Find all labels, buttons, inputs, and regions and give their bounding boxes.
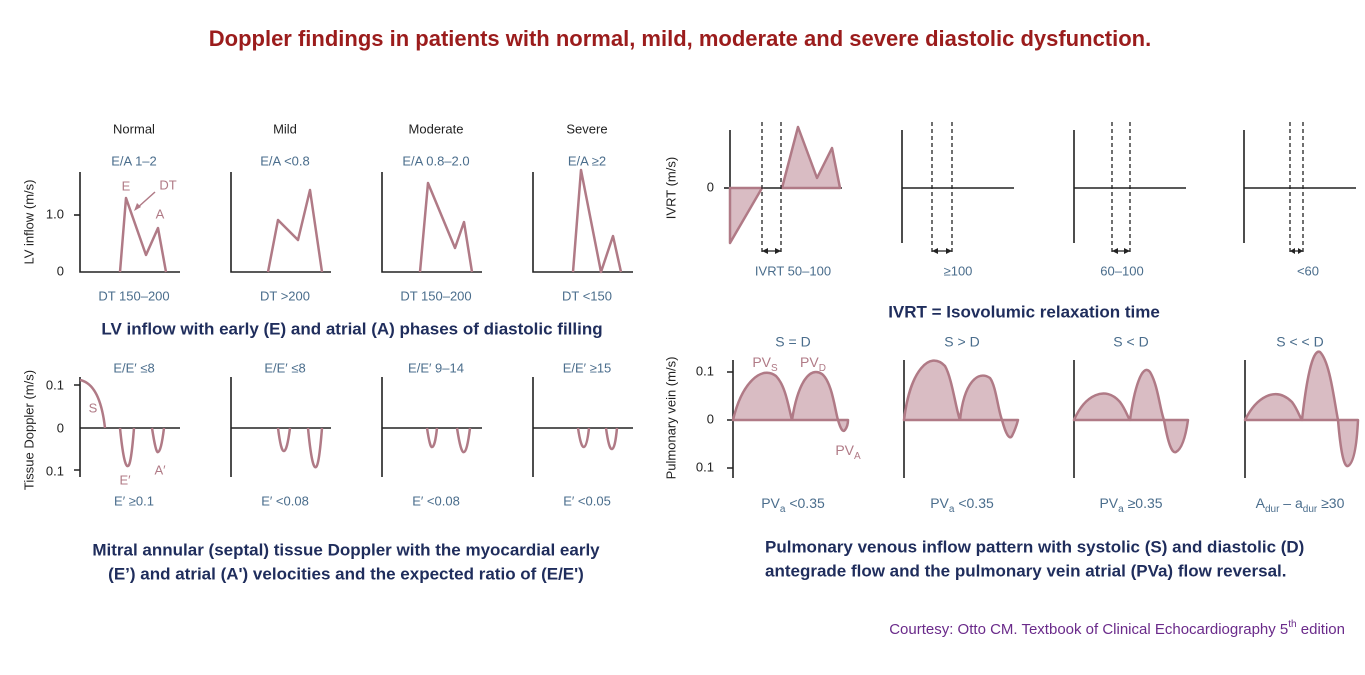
dt-label: DT 150–200 xyxy=(98,288,169,303)
y-axis-label: Pulmonary vein (m/s) xyxy=(663,357,678,480)
ratio-label: E/A 1–2 xyxy=(111,153,157,168)
pv-value-label-part: A xyxy=(1256,495,1266,511)
courtesy: Courtesy: Otto CM. Textbook of Clinical … xyxy=(889,619,1345,638)
pv-value-label-part: dur xyxy=(1303,504,1318,515)
pv-value-label: PVa ≥0.35 xyxy=(1099,495,1162,515)
y-tick-label: 1.0 xyxy=(46,206,64,221)
dt-label: DT 150–200 xyxy=(400,288,471,303)
pv-value-label-part: <0.35 xyxy=(785,495,825,511)
pv-value-label-part: <0.35 xyxy=(954,495,994,511)
velocity-label: E′ <0.08 xyxy=(412,493,460,508)
wave-label-part: PV xyxy=(752,354,771,370)
column-header: Mild xyxy=(273,121,297,136)
dt-label: DT >200 xyxy=(260,288,310,303)
pattern-header: S = D xyxy=(775,334,810,350)
ivrt-label: <60 xyxy=(1297,263,1319,278)
column-header: Severe xyxy=(566,121,607,136)
wave-label: A xyxy=(156,206,165,221)
y-tick-label: 0 xyxy=(707,411,714,426)
caption: Pulmonary venous inflow pattern with sys… xyxy=(765,537,1304,556)
pv-value-label: PVa <0.35 xyxy=(761,495,825,515)
y-tick-label: 0.1 xyxy=(696,459,714,474)
y-tick-label: 0 xyxy=(57,420,64,435)
pv-value-label-part: dur xyxy=(1265,504,1280,515)
wave-label: PVS xyxy=(752,354,778,374)
velocity-label: E′ ≥0.1 xyxy=(114,493,154,508)
velocity-label: E′ <0.08 xyxy=(261,493,309,508)
pv-value-label-part: PV xyxy=(930,495,949,511)
velocity-label: E′ <0.05 xyxy=(563,493,611,508)
pv-value-label-part: PV xyxy=(761,495,780,511)
pv-value-label-part: a xyxy=(949,504,955,515)
pulmonary-vein-graphics xyxy=(727,350,1360,478)
y-axis-label: IVRT (m/s) xyxy=(663,157,678,219)
wave-label-part: PV xyxy=(800,354,819,370)
y-tick-label: 0.1 xyxy=(46,463,64,478)
y-axis-label: Tissue Doppler (m/s) xyxy=(21,370,36,490)
pv-value-label-part: a xyxy=(780,504,786,515)
pattern-header: S < < D xyxy=(1276,334,1323,350)
y-tick-label: 0.1 xyxy=(696,363,714,378)
wave-label: E′ xyxy=(119,472,131,487)
courtesy-part: Courtesy: Otto CM. Textbook of Clinical … xyxy=(889,621,1288,638)
y-axis-label: LV inflow (m/s) xyxy=(21,180,36,265)
ratio-label: E/A ≥2 xyxy=(568,153,606,168)
caption: LV inflow with early (E) and atrial (A) … xyxy=(101,319,602,338)
ivrt-graphics xyxy=(724,122,1356,255)
pv-value-label-part: ≥30 xyxy=(1317,495,1344,511)
caption: IVRT = Isovolumic relaxation time xyxy=(888,302,1160,321)
caption: (E’) and atrial (A') velocities and the … xyxy=(108,564,584,583)
pattern-header: S < D xyxy=(1113,334,1148,350)
caption: antegrade flow and the pulmonary vein at… xyxy=(765,561,1286,580)
ratio-label: E/E′ ≥15 xyxy=(563,360,612,375)
dt-label: DT <150 xyxy=(562,288,612,303)
wave-label: S xyxy=(89,400,98,415)
courtesy-part: edition xyxy=(1297,621,1345,638)
ivrt-label: ≥100 xyxy=(944,263,973,278)
y-tick-label: 0 xyxy=(707,179,714,194)
ivrt-label: 60–100 xyxy=(1100,263,1143,278)
wave-label: E xyxy=(122,178,131,193)
ratio-label: E/E′ ≤8 xyxy=(113,360,154,375)
title: Doppler findings in patients with normal… xyxy=(209,26,1151,51)
pv-value-label-part: PV xyxy=(1099,495,1118,511)
pv-value-label-part: a xyxy=(1118,504,1124,515)
caption: Mitral annular (septal) tissue Doppler w… xyxy=(92,540,600,559)
wave-label-part: D xyxy=(819,363,826,374)
column-header: Normal xyxy=(113,121,155,136)
courtesy-part: th xyxy=(1288,619,1296,630)
ratio-label: E/E′ 9–14 xyxy=(408,360,464,375)
tissue-doppler-graphics xyxy=(74,377,633,477)
column-header: Moderate xyxy=(409,121,464,136)
ratio-label: E/E′ ≤8 xyxy=(264,360,305,375)
ratio-label: E/A <0.8 xyxy=(260,153,310,168)
pv-value-label: PVa <0.35 xyxy=(930,495,994,515)
wave-label: PVA xyxy=(835,442,861,462)
lv-inflow-graphics xyxy=(74,168,633,274)
wave-label: DT xyxy=(159,177,176,192)
ratio-label: E/A 0.8–2.0 xyxy=(402,153,469,168)
ivrt-label: IVRT 50–100 xyxy=(755,263,831,278)
wave-label-part: PV xyxy=(835,442,854,458)
pv-value-label-part: ≥0.35 xyxy=(1124,495,1163,511)
pv-value-label-part: – a xyxy=(1279,495,1303,511)
pattern-header: S > D xyxy=(944,334,979,350)
y-tick-label: 0.1 xyxy=(46,377,64,392)
wave-label-part: S xyxy=(771,363,778,374)
wave-label: PVD xyxy=(800,354,826,374)
pv-value-label: Adur – adur ≥30 xyxy=(1256,495,1345,515)
wave-label: A′ xyxy=(154,462,166,477)
y-tick-label: 0 xyxy=(57,263,64,278)
wave-label-part: A xyxy=(854,451,861,462)
